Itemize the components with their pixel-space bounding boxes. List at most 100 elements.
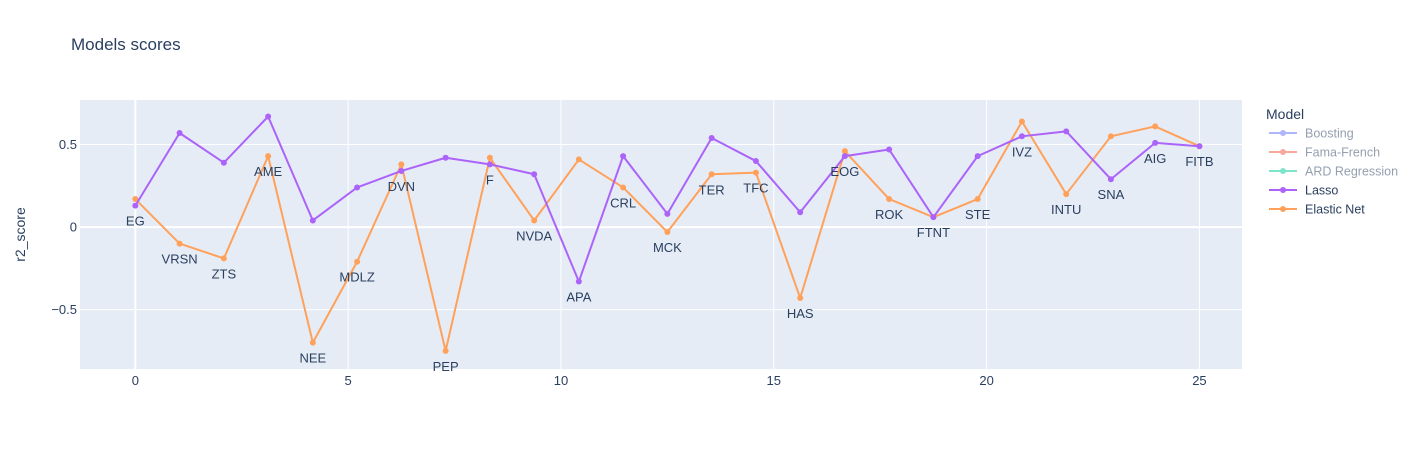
point-label: PEP bbox=[433, 359, 459, 374]
legend-swatch-marker bbox=[1280, 187, 1286, 193]
point-label: HAS bbox=[787, 306, 814, 321]
point-label: AME bbox=[254, 164, 283, 179]
point-label: APA bbox=[566, 290, 591, 305]
data-point[interactable] bbox=[620, 153, 627, 160]
point-labels: EG VRSN ZTS AME NEE MDLZ DVN PEP F NVDA APA CRL MCK T… bbox=[126, 144, 1214, 374]
x-tick-label: 5 bbox=[345, 373, 352, 388]
data-point[interactable] bbox=[1018, 133, 1025, 140]
point-label: SNA bbox=[1098, 187, 1125, 202]
legend-label: Fama-French bbox=[1305, 146, 1380, 160]
point-label: NVDA bbox=[516, 228, 552, 243]
y-axis-title: r2_score bbox=[12, 207, 28, 262]
point-label: CRL bbox=[610, 195, 636, 210]
data-point[interactable] bbox=[531, 171, 538, 178]
data-point[interactable] bbox=[398, 167, 405, 174]
point-label: NEE bbox=[299, 351, 326, 366]
data-point[interactable] bbox=[797, 209, 804, 216]
data-point[interactable] bbox=[1152, 139, 1159, 146]
data-point[interactable] bbox=[132, 202, 139, 209]
legend-label: ARD Regression bbox=[1305, 165, 1398, 179]
data-point[interactable] bbox=[1063, 191, 1070, 198]
data-point[interactable] bbox=[841, 153, 848, 160]
data-point[interactable] bbox=[220, 255, 227, 262]
data-point[interactable] bbox=[354, 258, 361, 265]
data-point[interactable] bbox=[176, 240, 183, 247]
legend-item-ard-regression[interactable]: ARD Regression bbox=[1269, 165, 1398, 179]
data-point[interactable] bbox=[486, 161, 493, 168]
data-point[interactable] bbox=[309, 339, 316, 346]
data-point[interactable] bbox=[220, 159, 227, 166]
point-label: INTU bbox=[1051, 202, 1081, 217]
data-point[interactable] bbox=[1107, 133, 1114, 140]
data-point[interactable] bbox=[841, 148, 848, 155]
point-label: VRSN bbox=[162, 252, 198, 267]
legend-swatch-marker bbox=[1280, 130, 1286, 136]
data-point[interactable] bbox=[398, 161, 405, 168]
data-point[interactable] bbox=[620, 184, 627, 191]
chart-title: Models scores bbox=[71, 35, 181, 54]
x-axis-ticks: 0 5 10 15 20 25 bbox=[132, 373, 1207, 388]
legend-label: Lasso bbox=[1305, 184, 1338, 198]
x-tick-label: 15 bbox=[767, 373, 781, 388]
legend-swatch-marker bbox=[1280, 168, 1286, 174]
point-label: EOG bbox=[830, 164, 859, 179]
point-label: ROK bbox=[875, 207, 904, 222]
y-tick-label: 0 bbox=[70, 220, 77, 235]
data-point[interactable] bbox=[1018, 118, 1025, 125]
data-point[interactable] bbox=[664, 210, 671, 217]
y-axis-ticks: −0.5 0 0.5 bbox=[51, 137, 77, 317]
data-point[interactable] bbox=[575, 278, 582, 285]
data-point[interactable] bbox=[176, 130, 183, 137]
data-point[interactable] bbox=[974, 153, 981, 160]
x-tick-label: 10 bbox=[554, 373, 568, 388]
data-point[interactable] bbox=[974, 196, 981, 203]
data-point[interactable] bbox=[486, 154, 493, 161]
data-point[interactable] bbox=[1152, 123, 1159, 130]
point-label: F bbox=[486, 172, 494, 187]
data-point[interactable] bbox=[886, 146, 893, 153]
y-tick-label: −0.5 bbox=[51, 302, 77, 317]
legend-item-fama-french[interactable]: Fama-French bbox=[1269, 146, 1380, 160]
point-label: MCK bbox=[653, 240, 682, 255]
data-point[interactable] bbox=[1107, 176, 1114, 183]
data-point[interactable] bbox=[132, 196, 139, 203]
point-label: TFC bbox=[743, 181, 768, 196]
data-point[interactable] bbox=[930, 214, 937, 221]
data-point[interactable] bbox=[354, 184, 361, 191]
series bbox=[132, 113, 1203, 354]
point-label: FTNT bbox=[917, 225, 950, 240]
point-label: FITB bbox=[1185, 154, 1213, 169]
legend-swatch-marker bbox=[1280, 206, 1286, 212]
point-label: STE bbox=[965, 207, 991, 222]
data-point[interactable] bbox=[265, 113, 272, 120]
y-tick-label: 0.5 bbox=[59, 137, 77, 152]
point-label: EG bbox=[126, 214, 145, 229]
x-tick-label: 25 bbox=[1192, 373, 1206, 388]
data-point[interactable] bbox=[664, 229, 671, 236]
data-point[interactable] bbox=[886, 196, 893, 203]
data-point[interactable] bbox=[442, 347, 449, 354]
data-point[interactable] bbox=[708, 171, 715, 178]
data-point[interactable] bbox=[309, 217, 316, 224]
data-point[interactable] bbox=[531, 217, 538, 224]
legend-swatch-marker bbox=[1280, 149, 1286, 155]
x-tick-label: 0 bbox=[132, 373, 139, 388]
data-point[interactable] bbox=[1196, 143, 1203, 150]
plot-area bbox=[80, 100, 1242, 369]
legend-label: Elastic Net bbox=[1305, 203, 1365, 217]
data-point[interactable] bbox=[752, 169, 759, 176]
data-point[interactable] bbox=[265, 153, 272, 160]
data-point[interactable] bbox=[442, 154, 449, 161]
legend-item-elastic-net[interactable]: Elastic Net bbox=[1269, 203, 1365, 217]
data-point[interactable] bbox=[708, 134, 715, 141]
legend-label: Boosting bbox=[1305, 127, 1354, 141]
point-label: MDLZ bbox=[339, 270, 374, 285]
data-point[interactable] bbox=[575, 156, 582, 163]
point-label: ZTS bbox=[212, 266, 237, 281]
legend-item-boosting[interactable]: Boosting bbox=[1269, 127, 1354, 141]
legend-item-lasso[interactable]: Lasso bbox=[1269, 184, 1338, 198]
data-point[interactable] bbox=[1063, 128, 1070, 135]
data-point[interactable] bbox=[752, 158, 759, 165]
data-point[interactable] bbox=[797, 295, 804, 302]
legend-title: Model bbox=[1266, 106, 1304, 122]
